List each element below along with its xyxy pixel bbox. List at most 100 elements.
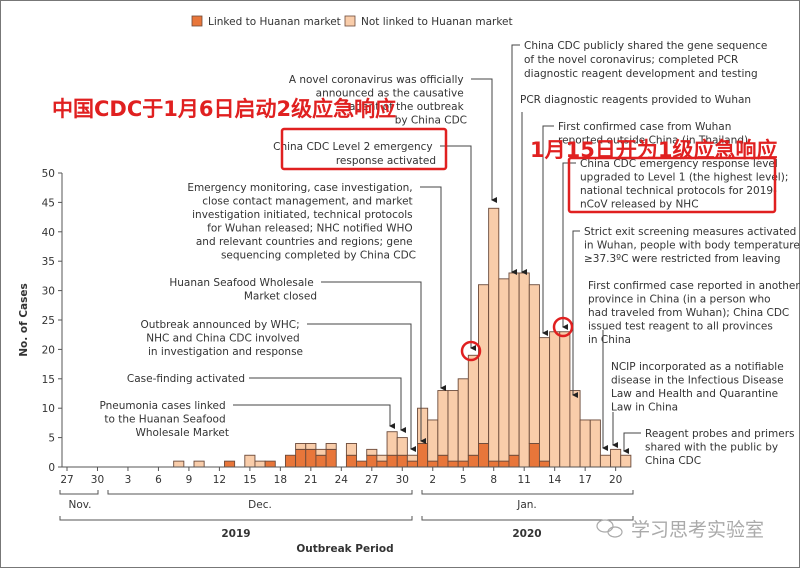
period-brackets (59, 490, 634, 521)
y-tick-label: 20 (42, 344, 55, 356)
bar-day (386, 431, 398, 468)
legend: Linked to Huanan market Not linked to Hu… (191, 15, 513, 28)
x-tick-label: 8 (490, 474, 497, 486)
x-tick-label: 12 (213, 474, 226, 486)
bar-day (315, 448, 327, 468)
x-axis: 27 30 3 6 9 12 15 18 21 24 27 30 2 5 8 11 14 17 20 (60, 466, 631, 486)
bar-day (417, 407, 429, 468)
legend-label-linked: Linked to Huanan market (208, 16, 341, 28)
x-tick-label: 3 (125, 474, 132, 486)
annotation-pcr-wuhan: PCR diagnostic reagents provided to Wuha… (520, 94, 751, 106)
legend-swatch-not-linked (344, 15, 356, 27)
bar-day (589, 419, 601, 468)
annotation-emergency-monitoring: Emergency monitoring, case investigation… (187, 182, 416, 262)
bar-day (244, 454, 256, 468)
x-tick-label: 20 (609, 474, 622, 486)
year-label-2020: 2020 (512, 528, 541, 540)
x-tick-label: 30 (91, 474, 104, 486)
bar-day (345, 443, 358, 468)
legend-swatch-linked (191, 15, 203, 27)
x-tick-label: 11 (518, 474, 531, 486)
bar-day (325, 443, 337, 468)
bar-day (356, 460, 368, 468)
bar-day (559, 331, 571, 468)
month-label-dec: Dec. (248, 499, 272, 511)
highlight-circle-jan15 (552, 316, 574, 338)
legend-label-not-linked: Not linked to Huanan market (361, 16, 513, 28)
bar-day (488, 207, 500, 468)
x-tick-label: 18 (274, 474, 287, 486)
y-tick-label: 35 (42, 256, 55, 268)
bar-day (579, 419, 591, 468)
x-tick-label: 27 (60, 474, 73, 486)
annotation-novel-coronavirus: A novel coronavirus was officially annou… (289, 74, 467, 127)
x-axis-label: Outbreak Period (296, 543, 393, 555)
bar-day (264, 460, 276, 468)
x-tick-label: 9 (186, 474, 193, 486)
bar-day (508, 272, 520, 468)
bar-day (427, 419, 439, 468)
x-tick-label: 5 (460, 474, 467, 486)
y-tick-label: 30 (42, 286, 55, 298)
bar-day (610, 448, 622, 468)
y-tick-label: 15 (42, 374, 55, 386)
annotation-exit-screening: Strict exit screening measures activated… (584, 226, 800, 265)
x-tick-label: 6 (155, 474, 162, 486)
bar-day (498, 278, 510, 468)
overlay-level2-note: 中国CDC于1月6日启动2级应急响应 (52, 97, 396, 121)
x-tick-label: 24 (335, 474, 349, 486)
bar-day (366, 448, 378, 468)
bar-day (224, 460, 236, 468)
x-tick-label: 2 (429, 474, 436, 486)
x-tick-label: 14 (548, 474, 562, 486)
annotation-reagent-probes: Reagent probes and primers shared with t… (645, 428, 798, 467)
leader-lines (233, 44, 641, 454)
watermark: 学习思考实验室 (596, 519, 764, 541)
bar-day (518, 272, 530, 468)
annotation-case-finding: Case-finding activated (127, 373, 245, 385)
wechat-icon (596, 519, 623, 538)
highlight-box-level1 (567, 156, 777, 214)
y-tick-label: 25 (42, 315, 55, 327)
month-label-jan: Jan. (516, 499, 537, 511)
bar-day (305, 443, 317, 468)
bar-day (538, 337, 551, 468)
y-tick-label: 10 (42, 403, 55, 415)
bar-day (478, 284, 490, 468)
x-tick-label: 30 (396, 474, 409, 486)
bar-day (467, 354, 479, 468)
annotation-ncip: NCIP incorporated as a notifiable diseas… (611, 361, 787, 414)
bar-day (193, 460, 205, 468)
annotations: China CDC publicly shared the gene seque… (99, 40, 800, 467)
annotation-outbreak-announced: Outbreak announced by WHC; NHC and China… (140, 319, 303, 358)
bar-day (569, 390, 581, 468)
y-tick-label: 0 (48, 462, 55, 474)
annotation-market-closed: Huanan Seafood Wholesale Market closed (169, 277, 317, 303)
annotation-level2: China CDC Level 2 emergency response act… (273, 141, 436, 167)
bar-day (528, 284, 540, 468)
month-label-nov: Nov. (68, 499, 91, 511)
y-tick-label: 50 (42, 168, 55, 180)
annotation-level1: China CDC emergency response level upgra… (580, 158, 792, 211)
x-tick-label: 21 (304, 474, 317, 486)
x-tick-label: 17 (578, 474, 591, 486)
watermark-text: 学习思考实验室 (631, 519, 764, 541)
highlights (280, 127, 777, 362)
x-tick-label: 15 (243, 474, 256, 486)
highlight-circle-jan6 (460, 340, 482, 362)
bar-day (447, 390, 459, 468)
highlight-box-level2 (280, 127, 448, 171)
bar-day (406, 454, 418, 468)
overlay-level1-note: 1月15日开为1级应急响应 (530, 138, 777, 162)
bar-day (437, 390, 449, 468)
bar-day (295, 443, 307, 468)
y-tick-label: 40 (42, 227, 55, 239)
year-label-2019: 2019 (221, 528, 250, 540)
annotation-pneumonia-linked: Pneumonia cases linked to the Huanan Sea… (99, 400, 229, 439)
bar-day (396, 437, 408, 468)
bar-day (254, 460, 266, 468)
annotation-first-thailand: First confirmed case from Wuhan reported… (558, 121, 748, 147)
annotation-gene-seq: China CDC publicly shared the gene seque… (524, 40, 771, 80)
y-axis: 0 5 10 15 20 25 30 35 40 45 50 (42, 168, 63, 474)
